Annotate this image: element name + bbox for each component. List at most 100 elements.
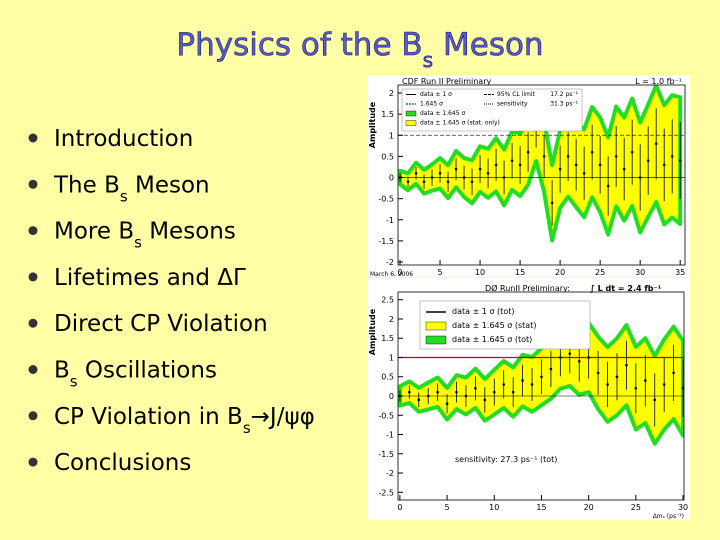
legend-box	[401, 88, 583, 132]
data-point	[598, 163, 602, 167]
legend-label: sensitivity	[497, 101, 528, 108]
data-point	[558, 167, 562, 171]
subscript: s	[243, 419, 251, 437]
data-point	[406, 180, 410, 184]
legend-label: data ± 1.645 σ	[420, 110, 465, 117]
y-tick-label: -2.5	[378, 488, 394, 497]
data-point	[582, 172, 586, 175]
data-point	[606, 184, 610, 188]
bullet-dot	[28, 179, 38, 189]
y-tick-label: 0.5	[381, 152, 394, 161]
legend-label: 95% CL limit	[497, 91, 536, 98]
data-point	[417, 398, 421, 402]
x-tick-label: 25	[595, 268, 605, 277]
data-point	[502, 176, 506, 179]
data-point	[454, 167, 458, 171]
text-run: CP Violation in B	[54, 404, 243, 430]
x-tick-label: 25	[631, 503, 641, 512]
y-tick-label: -0.5	[378, 411, 394, 420]
data-point	[530, 383, 534, 386]
data-point	[638, 176, 642, 179]
text-run: Meson	[128, 172, 210, 198]
plot-data	[398, 85, 685, 243]
data-point	[510, 159, 514, 162]
data-point	[446, 180, 450, 184]
sensitivity-label: sensitivity: 27.3 ps⁻¹ (tot)	[455, 455, 557, 464]
data-point	[438, 172, 442, 175]
legend-swatch	[425, 321, 447, 331]
data-point	[494, 163, 498, 167]
data-point	[540, 375, 543, 379]
bullet-dot	[28, 133, 38, 143]
bullet-dot	[28, 457, 38, 467]
y-tick-label: 1	[389, 131, 394, 140]
text-run: Introduction	[54, 126, 193, 152]
bullet-text: The Bs Meson	[53, 172, 210, 205]
data-point	[653, 398, 657, 402]
data-point	[486, 172, 490, 175]
x-tick-label: 15	[515, 268, 525, 277]
data-point	[559, 356, 562, 359]
limit-value: 31.3 ps⁻¹	[550, 101, 578, 108]
data-point	[630, 150, 634, 154]
data-point	[587, 356, 590, 359]
data-point	[681, 386, 684, 390]
legend-label: data ± 1.645 σ (tot)	[452, 335, 532, 344]
data-point	[549, 367, 553, 371]
x-tick-label: 5	[445, 503, 450, 512]
text-run: Physics of the B	[176, 27, 422, 63]
bullet-text: Direct CP Violation	[54, 311, 268, 337]
x-tick-label: 10	[489, 503, 499, 512]
y-tick-label: 2.5	[381, 296, 394, 305]
legend-label: data ± 1.645 σ (stat. only)	[420, 120, 500, 127]
data-point	[577, 360, 581, 363]
y-tick-label: -2	[386, 258, 394, 267]
data-point	[426, 394, 430, 398]
data-point	[478, 167, 482, 171]
legend-label: data ± 1 σ (tot)	[452, 307, 514, 316]
y-tick-label: -0.5	[378, 195, 394, 204]
legend-swatch	[405, 110, 417, 117]
data-point	[574, 163, 578, 167]
data-point	[550, 201, 554, 205]
data-point	[646, 159, 650, 162]
date: March 6, 2006	[370, 271, 413, 278]
data-point	[542, 155, 546, 158]
data-point	[455, 390, 458, 394]
bullet-dot	[28, 411, 38, 421]
text-run: Mesons	[142, 219, 236, 245]
data-point	[590, 150, 594, 154]
data-point	[566, 155, 570, 158]
x-tick-label: 15	[536, 503, 546, 512]
data-point	[483, 398, 487, 402]
legend-label: data ± 1.645 σ (stat)	[452, 321, 536, 330]
data-point	[672, 371, 675, 375]
x-tick-label: 20	[555, 268, 565, 277]
data-point	[568, 352, 572, 355]
text-run: Conclusions	[54, 450, 191, 476]
data-point	[445, 402, 449, 406]
y-tick-label: 1	[389, 353, 394, 362]
bullet-text: Introduction	[54, 126, 193, 152]
data-point	[644, 379, 647, 382]
bullet-text: More Bs Mesons	[54, 219, 236, 252]
bullet-text: CP Violation in Bs→J/ψφ	[54, 404, 315, 437]
x-tick-label: 10	[475, 268, 485, 277]
x-tick-label: 5	[437, 268, 442, 277]
text-run: The B	[53, 172, 120, 198]
subscript: s	[134, 234, 142, 252]
bullet-dot	[28, 318, 38, 328]
bullet-text: Bs Oscillations	[54, 358, 217, 391]
data-point	[615, 375, 619, 379]
data-point	[430, 176, 434, 179]
x-axis-label: Δmₛ (ps⁻¹)	[653, 513, 684, 520]
axes-frame	[397, 84, 686, 266]
text-run: Lifetimes and ΔΓ	[54, 265, 246, 291]
x-tick-label: 35	[675, 268, 685, 277]
x-tick-label: 20	[584, 503, 594, 512]
text-run: →J/ψφ	[251, 404, 315, 430]
data-point	[596, 371, 600, 375]
bullet-text: Conclusions	[54, 450, 191, 476]
data-point	[606, 383, 609, 386]
